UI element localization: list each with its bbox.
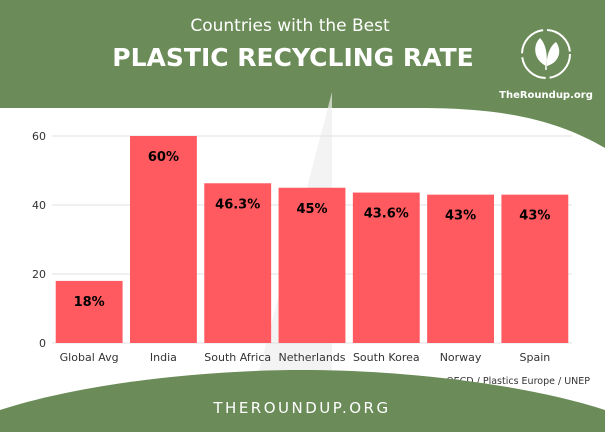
y-tick-label: 60 bbox=[32, 130, 46, 143]
bar bbox=[352, 192, 420, 343]
header-banner bbox=[0, 0, 605, 148]
bar bbox=[427, 194, 494, 343]
x-tick-label: India bbox=[150, 351, 177, 364]
y-axis: 0 20 40 60 bbox=[32, 130, 46, 350]
x-tick-label: Norway bbox=[440, 351, 482, 364]
x-tick-label: Global Avg bbox=[60, 351, 119, 364]
footer-site: THEROUNDUP.ORG bbox=[212, 399, 390, 417]
footer-banner bbox=[0, 370, 605, 432]
x-tick-label: Spain bbox=[519, 351, 550, 364]
x-tick-label: South Korea bbox=[353, 351, 420, 364]
logo-text: TheRoundup.org bbox=[499, 90, 593, 101]
bar bbox=[130, 136, 197, 343]
y-tick-label: 40 bbox=[32, 199, 46, 212]
bar-value-label: 18% bbox=[74, 295, 105, 310]
leaf-recycle-icon bbox=[535, 38, 560, 70]
bar-value-label: 43% bbox=[445, 209, 476, 224]
bar-value-label: 60% bbox=[148, 150, 179, 165]
bar bbox=[278, 187, 346, 343]
bar bbox=[204, 183, 272, 343]
chart-subtitle: Countries with the Best bbox=[190, 16, 390, 36]
chart-title: PLASTIC RECYCLING RATE bbox=[112, 43, 473, 72]
bar-value-label: 43% bbox=[519, 209, 550, 224]
bar-value-label: 43.6% bbox=[364, 207, 409, 222]
bar-value-label: 46.3% bbox=[215, 197, 260, 212]
bar bbox=[55, 280, 123, 343]
logo: TheRoundup.org bbox=[499, 29, 593, 101]
data-labels: 18% 60% 46.3% 45% 43.6% 43% 43% bbox=[74, 150, 551, 310]
y-tick-label: 0 bbox=[39, 337, 46, 350]
y-tick-label: 20 bbox=[32, 268, 46, 281]
x-tick-label: South Africa bbox=[204, 351, 271, 364]
source-note: OECD / Plastics Europe / UNEP bbox=[446, 376, 590, 387]
bar bbox=[501, 194, 569, 343]
bar-value-label: 45% bbox=[296, 202, 327, 217]
x-axis: Global Avg India South Africa Netherlands So… bbox=[60, 351, 551, 364]
x-tick-label: Netherlands bbox=[278, 351, 345, 364]
bars bbox=[55, 136, 569, 343]
